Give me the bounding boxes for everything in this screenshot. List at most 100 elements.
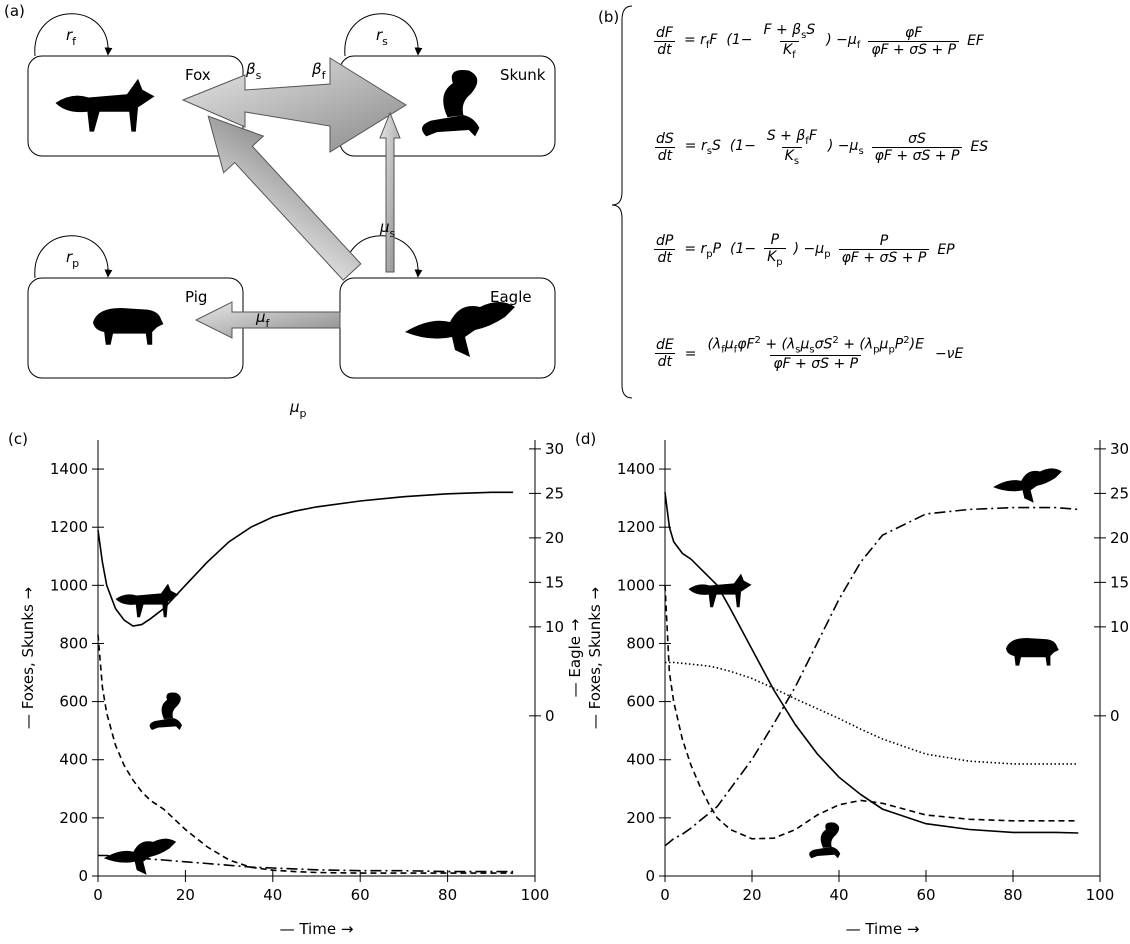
x-tick-label: 0 [93, 886, 103, 904]
arrow [380, 113, 400, 272]
subscript: p [300, 407, 307, 420]
equation-text: EP [937, 242, 954, 258]
math-text: )E [910, 337, 924, 353]
math-text: dS [656, 131, 674, 147]
x-tick-label: 60 [916, 886, 935, 904]
y-tick-label: 1400 [50, 460, 88, 478]
x-tick-label: 0 [660, 886, 670, 904]
math-text: S + β [767, 128, 805, 144]
math-text: = r [684, 32, 706, 48]
math-text: S (1− [712, 138, 756, 154]
fraction: σSφF + σS + P [872, 131, 963, 164]
y-axis-label: — Foxes, Skunks → [586, 587, 604, 729]
subscript: s [382, 35, 388, 48]
y-axis-label: — Foxes, Skunks → [19, 587, 37, 729]
numerator: dP [653, 233, 676, 249]
math-text: P [895, 337, 903, 353]
eagle-icon [993, 468, 1062, 502]
denominator: Kp [764, 248, 786, 268]
panel-label: (d) [575, 430, 596, 448]
math-text: φF + σS + P [875, 148, 960, 164]
x-tick-label: 80 [1003, 886, 1022, 904]
math-text: −νE [935, 346, 963, 362]
x-tick-label: 100 [521, 886, 550, 904]
line-series [98, 492, 513, 626]
math-text: σS [815, 337, 833, 353]
growth-rate: rp [66, 248, 79, 270]
numerator: dE [653, 337, 677, 353]
y2-tick-label: 20 [1110, 529, 1129, 547]
y2-tick-label: 15 [1110, 573, 1129, 591]
y-tick-label: 800 [59, 634, 88, 652]
node-label: Skunk [500, 66, 546, 84]
subscript: p [824, 248, 830, 259]
math-text: ) −μ [794, 241, 825, 257]
line-series [665, 585, 1078, 839]
math-text: P [771, 232, 779, 248]
math-text: φF [737, 337, 754, 353]
subscript: p [72, 257, 79, 270]
math-text: ) −μ [828, 138, 859, 154]
math-text: ) −μ [826, 32, 857, 48]
y-tick-label: 400 [59, 751, 88, 769]
line-series [98, 856, 513, 872]
y2-tick-label: 20 [545, 529, 564, 547]
y2-axis-label: — Eagle → [566, 619, 584, 698]
math-text: φF + σS + P [871, 42, 956, 58]
math-text: + (λ [761, 337, 795, 353]
y-tick-label: 200 [626, 809, 655, 827]
denominator: φF + σS + P [872, 147, 963, 164]
fraction: dFdt [653, 25, 676, 58]
math-text: dt [658, 148, 672, 164]
numerator: P [768, 232, 782, 248]
y2-tick-label: 25 [545, 484, 564, 502]
subscript: s [794, 156, 799, 167]
subscript: f [857, 40, 861, 51]
fox-icon [56, 79, 155, 132]
panel-label: (b) [598, 8, 619, 26]
equation-text: EF [967, 33, 984, 49]
symbol: β [245, 60, 256, 78]
equation-text: −νE [935, 346, 963, 362]
math-text: ES [970, 139, 988, 155]
x-tick-label: 40 [829, 886, 848, 904]
math-text: F (1− [709, 32, 752, 48]
math-text: dE [656, 337, 674, 353]
math-text: dP [656, 233, 673, 249]
growth-rate: rf [66, 26, 77, 48]
x-tick-label: 40 [263, 886, 282, 904]
y2-tick-label: 10 [545, 618, 564, 636]
diagram-arrows [183, 58, 406, 338]
math-text: φF [905, 25, 922, 41]
y2-tick-label: 15 [545, 573, 564, 591]
math-text: σS [908, 131, 926, 147]
subscript: f [322, 69, 327, 82]
y2-tick-label: 0 [1110, 707, 1120, 725]
math-text: = [685, 346, 697, 362]
numerator: φF [902, 25, 925, 41]
subscript: s [858, 146, 863, 157]
y-tick-label: 1000 [617, 576, 655, 594]
subscript: p [776, 257, 782, 268]
y2-tick-label: 30 [545, 440, 564, 458]
math-text: K [783, 42, 792, 58]
edge-label: βf [311, 60, 327, 82]
pig-icon [93, 308, 163, 345]
skunk-icon [422, 70, 479, 136]
symbol: μ [255, 308, 266, 326]
fraction: dEdt [653, 337, 677, 370]
equation-text: ES [970, 139, 988, 155]
skunk-icon [150, 693, 182, 731]
math-text: = r [684, 241, 706, 257]
line-series [665, 508, 1078, 846]
panel-label: (a) [4, 2, 25, 20]
y-tick-label: 0 [645, 867, 655, 885]
y-tick-label: 1000 [50, 576, 88, 594]
figure: (a)FoxSkunkPigEaglerfrsrpβsβfμfμsμp(c)02… [0, 0, 1130, 944]
fraction: S + βfFKs [764, 128, 820, 167]
equation-text: ) −μs [828, 138, 864, 157]
x-axis-label: — Time → [280, 920, 354, 938]
panel-label: (c) [8, 430, 28, 448]
y-tick-label: 200 [59, 809, 88, 827]
